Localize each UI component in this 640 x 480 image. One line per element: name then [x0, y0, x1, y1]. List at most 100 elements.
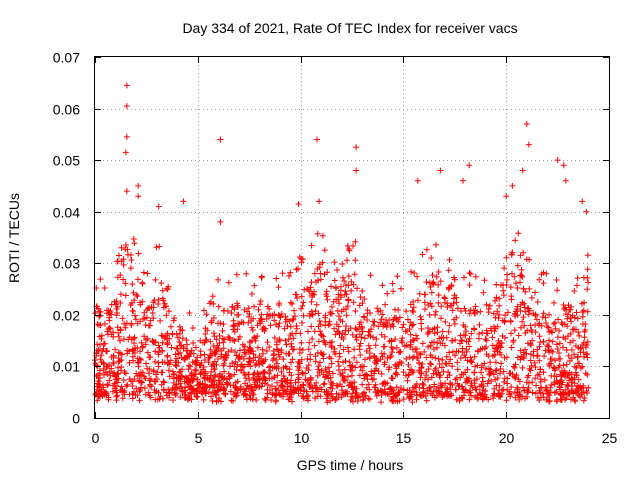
- data-point: [188, 347, 195, 354]
- data-point: [410, 321, 417, 328]
- data-point: [225, 334, 232, 341]
- data-point: [435, 355, 442, 362]
- data-point: [483, 327, 490, 334]
- data-point: [406, 326, 413, 333]
- data-point: [135, 193, 142, 200]
- data-point: [316, 198, 323, 205]
- data-point: [453, 375, 460, 382]
- data-point: [296, 359, 303, 366]
- data-point: [447, 302, 454, 309]
- data-point: [364, 316, 371, 323]
- data-point: [377, 307, 384, 314]
- data-point: [258, 311, 265, 318]
- data-point: [562, 396, 569, 403]
- data-point: [543, 396, 550, 403]
- data-point: [521, 304, 528, 311]
- data-point: [285, 272, 292, 279]
- data-point: [96, 313, 103, 320]
- data-point: [306, 381, 313, 388]
- data-point: [468, 380, 475, 387]
- data-point: [441, 294, 448, 301]
- data-point: [430, 346, 437, 353]
- data-point: [437, 372, 444, 379]
- data-point: [366, 386, 373, 393]
- data-point: [516, 391, 523, 398]
- data-point: [557, 378, 564, 385]
- data-point: [203, 336, 210, 343]
- data-point: [231, 349, 238, 356]
- data-point: [328, 379, 335, 386]
- data-point: [178, 372, 185, 379]
- data-point: [131, 340, 138, 347]
- data-point: [165, 308, 172, 315]
- data-point: [264, 390, 271, 397]
- data-point: [485, 365, 492, 372]
- data-point: [431, 383, 438, 390]
- data-point: [548, 372, 555, 379]
- data-point: [555, 316, 562, 323]
- data-point: [379, 380, 386, 387]
- data-point: [343, 312, 350, 319]
- data-point: [410, 308, 417, 315]
- data-point: [498, 282, 505, 289]
- data-point: [569, 382, 576, 389]
- data-point: [581, 395, 588, 402]
- data-point: [246, 355, 253, 362]
- data-point: [282, 313, 289, 320]
- data-point: [546, 398, 553, 405]
- data-point: [99, 347, 106, 354]
- data-point: [116, 358, 123, 365]
- data-point: [361, 389, 368, 396]
- data-point: [459, 337, 466, 344]
- data-point: [119, 351, 126, 358]
- data-point: [473, 375, 480, 382]
- data-point: [129, 281, 136, 288]
- data-point: [537, 366, 544, 373]
- data-point: [320, 371, 327, 378]
- data-point: [536, 276, 543, 283]
- data-point: [98, 335, 105, 342]
- data-point: [246, 377, 253, 384]
- data-point: [407, 341, 414, 348]
- data-point: [168, 344, 175, 351]
- data-point: [128, 336, 135, 343]
- data-point: [300, 381, 307, 388]
- data-point: [514, 384, 521, 391]
- data-point: [171, 315, 178, 322]
- data-point: [282, 337, 289, 344]
- data-point: [259, 360, 266, 367]
- data-point: [178, 354, 185, 361]
- data-point: [527, 340, 534, 347]
- data-point: [546, 392, 553, 399]
- data-point: [430, 388, 437, 395]
- data-point: [317, 331, 324, 338]
- data-point: [305, 361, 312, 368]
- data-point: [478, 364, 485, 371]
- data-point: [446, 360, 453, 367]
- data-point: [92, 357, 99, 364]
- data-point: [398, 285, 405, 292]
- data-point: [247, 339, 254, 346]
- data-point: [421, 299, 428, 306]
- data-point: [336, 330, 343, 337]
- data-point: [256, 361, 263, 368]
- data-point: [405, 372, 412, 379]
- data-point: [560, 162, 567, 169]
- data-point: [281, 325, 288, 332]
- data-point: [467, 270, 474, 277]
- data-point: [496, 302, 503, 309]
- data-point: [328, 338, 335, 345]
- data-point: [321, 380, 328, 387]
- data-point: [291, 307, 298, 314]
- data-point: [137, 386, 144, 393]
- data-point: [255, 373, 262, 380]
- data-point: [525, 141, 532, 148]
- data-point: [578, 300, 585, 307]
- data-point: [504, 309, 511, 316]
- data-point: [585, 384, 592, 391]
- data-point: [356, 331, 363, 338]
- data-point: [448, 390, 455, 397]
- data-point: [200, 366, 207, 373]
- data-point: [180, 345, 187, 352]
- data-point: [464, 377, 471, 384]
